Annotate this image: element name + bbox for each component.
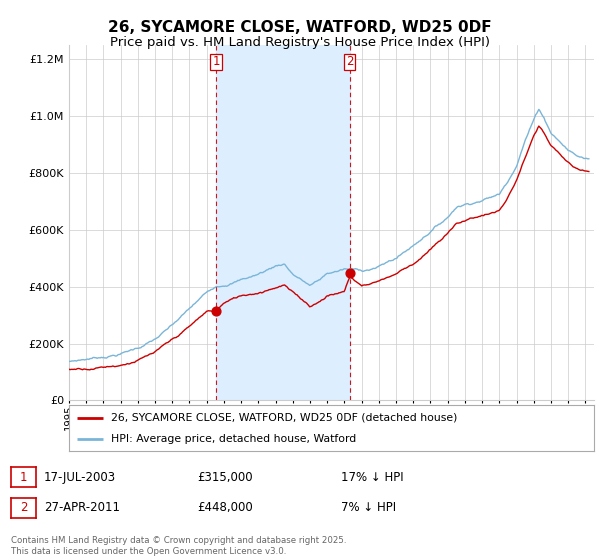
Text: £448,000: £448,000 (197, 501, 253, 515)
Text: 2: 2 (20, 501, 27, 515)
Text: £315,000: £315,000 (197, 470, 253, 484)
Text: Price paid vs. HM Land Registry's House Price Index (HPI): Price paid vs. HM Land Registry's House … (110, 36, 490, 49)
Point (345, 268, 355, 277)
Text: 17% ↓ HPI: 17% ↓ HPI (341, 470, 403, 484)
Bar (216, 45, 350, 400)
Text: 26, SYCAMORE CLOSE, WATFORD, WD25 0DF: 26, SYCAMORE CLOSE, WATFORD, WD25 0DF (108, 20, 492, 35)
Text: Contains HM Land Registry data © Crown copyright and database right 2025.
This d: Contains HM Land Registry data © Crown c… (11, 536, 346, 556)
Text: HPI: Average price, detached house, Watford: HPI: Average price, detached house, Watf… (111, 435, 356, 444)
Point (211, 306, 221, 315)
Text: 1: 1 (20, 470, 27, 484)
Text: 26, SYCAMORE CLOSE, WATFORD, WD25 0DF (detached house): 26, SYCAMORE CLOSE, WATFORD, WD25 0DF (d… (111, 413, 457, 423)
Text: 2: 2 (346, 55, 353, 68)
Text: 27-APR-2011: 27-APR-2011 (44, 501, 120, 515)
Text: 17-JUL-2003: 17-JUL-2003 (44, 470, 116, 484)
Text: 1: 1 (212, 55, 220, 68)
Text: 7% ↓ HPI: 7% ↓ HPI (341, 501, 396, 515)
